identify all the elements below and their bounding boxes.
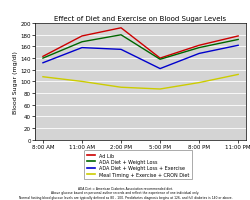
Legend: Ad Lib, ADA Diet + Weight Loss, ADA Diet + Weight Loss + Exercise, Meal Timing +: Ad Lib, ADA Diet + Weight Loss, ADA Diet… — [83, 150, 192, 180]
Y-axis label: Blood Sugar (mg/dl): Blood Sugar (mg/dl) — [13, 51, 18, 113]
Text: ADA Diet = American Diabetes Association recommended diet.
Above glucose based o: ADA Diet = American Diabetes Association… — [18, 186, 232, 199]
Title: Effect of Diet and Exercise on Blood Sugar Levels: Effect of Diet and Exercise on Blood Sug… — [54, 16, 226, 22]
X-axis label: Time of Day: Time of Day — [119, 151, 161, 157]
